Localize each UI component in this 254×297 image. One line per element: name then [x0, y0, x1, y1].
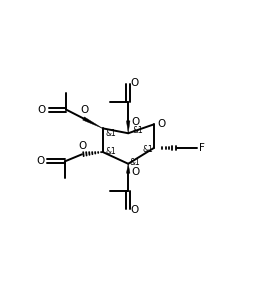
Text: O: O: [131, 205, 139, 215]
Text: &1: &1: [106, 147, 116, 157]
Text: O: O: [79, 141, 87, 151]
Text: O: O: [157, 119, 166, 129]
Text: &1: &1: [132, 126, 143, 135]
Text: F: F: [199, 143, 205, 153]
Text: &1: &1: [143, 146, 154, 154]
Text: O: O: [80, 105, 89, 115]
Text: O: O: [132, 117, 140, 127]
Text: O: O: [38, 105, 46, 115]
Text: O: O: [131, 78, 139, 88]
Text: O: O: [36, 157, 44, 166]
Text: &1: &1: [106, 129, 116, 138]
Text: O: O: [132, 168, 140, 177]
Text: &1: &1: [129, 158, 140, 167]
Polygon shape: [126, 164, 130, 173]
Polygon shape: [83, 117, 103, 128]
Polygon shape: [126, 121, 130, 133]
